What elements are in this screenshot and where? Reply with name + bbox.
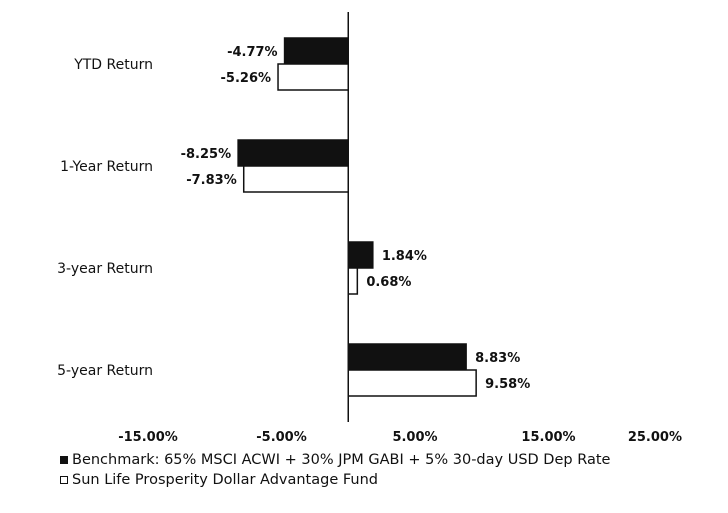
benchmark-bar-1-year-return [237,139,349,167]
legend-swatch-fund [60,476,68,484]
fund-bar-ytd-return [277,63,349,91]
fund-bar-3-year-return [347,267,359,295]
fund-value-label-3-year-return: 0.68% [366,275,411,290]
x-tick-label: 5.00% [392,430,437,445]
benchmark-bar-5-year-return [347,343,467,371]
x-tick-label: 15.00% [521,430,575,445]
bar-chart: -4.77% -5.26% -8.25% -7.83% 1.84% 0.68% 8.83% 9… [57,12,682,445]
fund-bar-5-year-return [347,369,477,397]
benchmark-value-label-5-year-return: 8.83% [475,351,520,366]
category-labels: YTD Return 1-Year Return 3-year Return 5-ye… [57,57,153,379]
benchmark-value-label-ytd-return: -4.77% [227,45,278,60]
benchmark-value-label-1-year-return: -8.25% [181,147,232,162]
benchmark-bar-ytd-return [283,37,349,65]
fund-value-label-ytd-return: -5.26% [221,71,272,86]
fund-bar-1-year-return [242,165,349,193]
fund-value-label-5-year-return: 9.58% [485,377,530,392]
category-label-3-year-return: 3-year Return [57,261,153,277]
category-label-1-year-return: 1-Year Return [60,159,153,175]
legend-item-fund: Sun Life Prosperity Dollar Advantage Fun… [60,470,610,490]
benchmark-value-label-3-year-return: 1.84% [382,249,427,264]
bars-group: -4.77% -5.26% -8.25% -7.83% 1.84% 0.68% 8.83% 9… [181,37,530,397]
x-tick-label: -5.00% [256,430,307,445]
legend-swatch-benchmark [60,456,68,464]
x-tick-labels: -15.00% -5.00% 5.00% 15.00% 25.00% [118,430,682,445]
category-label-ytd-return: YTD Return [73,57,153,73]
category-label-5-year-return: 5-year Return [57,363,153,379]
legend-label-benchmark: Benchmark: 65% MSCI ACWI + 30% JPM GABI … [72,452,611,468]
fund-value-label-1-year-return: -7.83% [186,173,237,188]
x-tick-label: 25.00% [628,430,682,445]
legend-label-fund: Sun Life Prosperity Dollar Advantage Fun… [72,472,378,488]
x-tick-label: -15.00% [118,430,178,445]
legend-item-benchmark: Benchmark: 65% MSCI ACWI + 30% JPM GABI … [60,450,610,470]
legend: Benchmark: 65% MSCI ACWI + 30% JPM GABI … [60,450,610,490]
benchmark-bar-3-year-return [347,241,374,269]
